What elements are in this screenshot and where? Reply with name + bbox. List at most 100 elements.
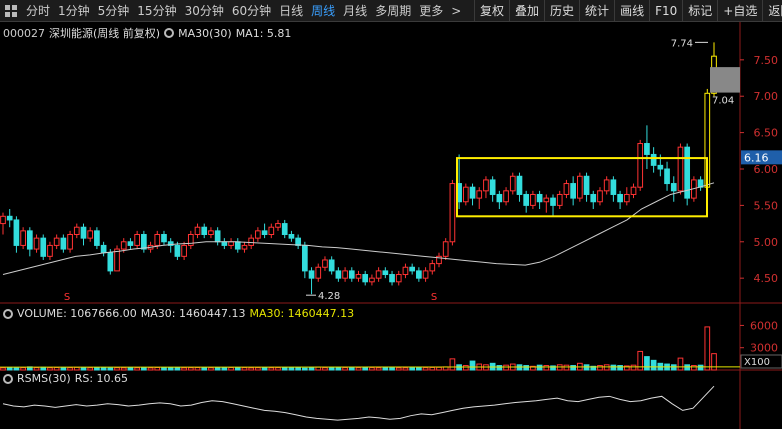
volume-bar-21 xyxy=(141,367,147,371)
volume-bar-29 xyxy=(194,367,201,371)
candle-body-56 xyxy=(375,270,382,279)
toolbar-button-5[interactable]: F10 xyxy=(649,0,682,22)
candle-body-4 xyxy=(26,230,33,250)
candle-body-62 xyxy=(416,270,422,279)
candle-body-52 xyxy=(348,270,355,279)
toolbar-button-7[interactable]: +自选 xyxy=(717,0,762,22)
close-price-label: 7.04 xyxy=(712,95,734,106)
period-tab-9[interactable]: 多周期 xyxy=(375,3,412,18)
candle-body-85 xyxy=(570,183,576,199)
candle-body-61 xyxy=(409,266,416,272)
period-tab-10[interactable]: 更多 xyxy=(419,3,444,18)
candle-body-87 xyxy=(583,175,590,195)
candle-body-7 xyxy=(47,244,53,257)
rsms-settings-gear-icon[interactable] xyxy=(3,373,13,384)
candle-body-80 xyxy=(536,193,543,203)
candle-body-37 xyxy=(248,237,255,246)
period-tabs: 分时 1分钟 5分钟 15分钟 30分钟 60分钟 日线 周线 月线 多周期 更多 xyxy=(22,0,447,22)
candle-body-71 xyxy=(476,190,483,199)
ma-indicator-label[interactable]: MA30(30) xyxy=(178,26,232,40)
period-tab-1[interactable]: 1分钟 xyxy=(58,3,90,18)
period-tab-8[interactable]: 月线 xyxy=(343,3,368,18)
volume-bar-52 xyxy=(348,367,355,371)
volume-bar-36 xyxy=(241,367,248,371)
candle-body-97 xyxy=(650,153,657,166)
candle-body-100 xyxy=(670,183,677,192)
candle-body-14 xyxy=(94,230,100,246)
high-price-label: 7.74 xyxy=(671,38,693,49)
candle-body-25 xyxy=(167,241,174,246)
toolbar-button-6[interactable]: 标记 xyxy=(682,0,717,22)
more-arrow-icon[interactable]: > xyxy=(451,3,462,18)
candle-body-18 xyxy=(120,241,127,250)
volume-bar-105 xyxy=(704,326,711,371)
volume-bar-59 xyxy=(395,367,402,371)
volume-bar-11 xyxy=(73,366,80,371)
volume-bar-55 xyxy=(369,367,375,371)
volume-bar-38 xyxy=(255,367,261,371)
rsms-label: RSMS(30) xyxy=(17,372,71,385)
volume-bar-39 xyxy=(261,367,268,371)
volume-bar-46 xyxy=(308,367,315,371)
volume-ma-label: MA30: 1460447.13 xyxy=(140,307,246,320)
volume-bar-48 xyxy=(322,367,328,371)
candle-body-48 xyxy=(322,259,328,268)
toolbar-button-2[interactable]: 历史 xyxy=(544,0,579,22)
volume-bar-75 xyxy=(503,364,509,371)
period-tab-2[interactable]: 5分钟 xyxy=(97,3,130,18)
candle-body-59 xyxy=(395,274,402,283)
period-tab-0[interactable]: 分时 xyxy=(26,3,51,18)
candle-body-72 xyxy=(483,179,489,192)
candle-body-41 xyxy=(275,223,281,228)
toolbar-button-0[interactable]: 复权 xyxy=(474,0,509,22)
current-price-tag xyxy=(741,150,782,165)
candle-body-86 xyxy=(577,175,583,199)
volume-bar-17 xyxy=(114,367,120,371)
period-tab-6[interactable]: 日线 xyxy=(279,3,304,18)
period-tab-5[interactable]: 60分钟 xyxy=(231,3,272,18)
toolbar-button-3[interactable]: 统计 xyxy=(579,0,614,22)
volume-label: VOLUME: 1067666.00 xyxy=(17,307,137,320)
candle-body-93 xyxy=(623,193,630,203)
volume-bar-65 xyxy=(436,366,442,371)
toolbar-button-4[interactable]: 画线 xyxy=(614,0,649,22)
toolbar-button-8[interactable]: 返回 xyxy=(762,0,782,22)
period-tab-3[interactable]: 15分钟 xyxy=(137,3,177,18)
volume-bar-9 xyxy=(60,367,67,371)
candle-body-99 xyxy=(664,168,670,185)
candle-body-35 xyxy=(234,241,241,250)
candle-body-40 xyxy=(268,226,275,236)
candle-body-6 xyxy=(40,237,47,257)
current-price-label: 6.16 xyxy=(744,151,769,164)
volume-bar-60 xyxy=(402,367,409,371)
candle-body-96 xyxy=(644,143,650,155)
period-tab-4[interactable]: 30分钟 xyxy=(184,3,224,18)
volume-unit-box xyxy=(740,354,782,369)
candle-body-101 xyxy=(677,146,684,192)
candle-body-11 xyxy=(73,226,80,236)
candle-body-45 xyxy=(301,244,308,272)
candle-body-23 xyxy=(154,234,161,246)
candle-body-13 xyxy=(87,230,94,239)
volume-bar-51 xyxy=(342,367,348,371)
period-tab-7[interactable]: 周线 xyxy=(311,3,336,18)
volume-bar-97 xyxy=(650,359,657,371)
menu-grid-icon[interactable] xyxy=(0,0,22,22)
volume-bar-58 xyxy=(389,367,395,371)
candle-body-36 xyxy=(241,244,248,250)
volume-bar-41 xyxy=(275,367,281,371)
volume-bar-50 xyxy=(335,367,342,371)
volume-bar-103 xyxy=(691,365,697,371)
volume-bar-62 xyxy=(416,367,422,371)
candle-body-26 xyxy=(174,244,181,257)
price-tick-label-4: 5.50 xyxy=(754,199,779,212)
settings-gear-icon[interactable] xyxy=(164,28,175,38)
volume-settings-gear-icon[interactable] xyxy=(3,308,13,319)
candle-body-67 xyxy=(449,183,456,243)
candle-body-38 xyxy=(255,230,261,239)
toolbar-button-1[interactable]: 叠加 xyxy=(509,0,544,22)
volume-bar-1 xyxy=(6,366,13,371)
volume-info-line: VOLUME: 1067666.00 MA30: 1460447.13 MA30… xyxy=(3,307,354,320)
